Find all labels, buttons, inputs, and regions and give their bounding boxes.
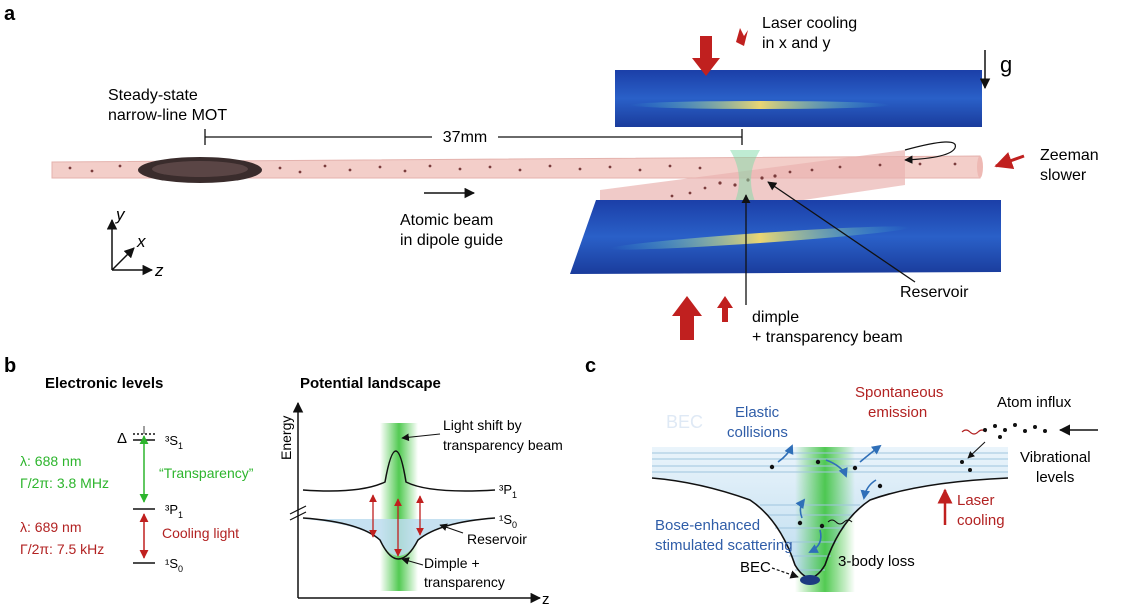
bose-line2: stimulated scattering <box>655 537 793 554</box>
reservoir-label-b: Reservoir <box>467 531 527 547</box>
red-wavelength: λ: 689 nm <box>20 519 81 535</box>
landscape-transition-arrows <box>369 494 424 557</box>
green-linewidth: Γ/2π: 3.8 MHz <box>20 475 109 491</box>
transparency-beam-band <box>380 423 418 591</box>
z-axis-label: z <box>542 591 550 608</box>
atomic-beam-line2: in dipole guide <box>400 232 503 249</box>
dimple-label-line2: transparency <box>424 574 505 590</box>
light-shift-line2: transparency beam <box>443 437 563 453</box>
panel-b: b Electronic levels Potential landscape … <box>4 355 563 608</box>
vibrational-lines <box>652 452 1008 571</box>
photon-wiggle <box>961 429 987 435</box>
laser-cooling-line1: Laser cooling <box>762 15 857 32</box>
laser-cooling-c-line2: cooling <box>957 512 1005 529</box>
zeeman-arrow <box>994 152 1025 170</box>
potential-landscape-title: Potential landscape <box>300 375 441 392</box>
bose-line1: Bose-enhanced <box>655 517 760 534</box>
influx-fall-arrow <box>967 441 986 459</box>
dimple-line1: dimple <box>752 309 799 326</box>
rotation-arrow <box>904 141 956 164</box>
level-3P1: ³P1 <box>165 502 183 520</box>
atomic-beam-line1: Atomic beam <box>400 212 493 229</box>
zeeman-line2: slower <box>1040 167 1087 184</box>
top-absorption-image <box>615 70 982 127</box>
trapped-atoms <box>769 459 883 529</box>
influx-atoms <box>960 423 1047 472</box>
axis-x-label: x <box>136 232 146 251</box>
transparency-label: “Transparency” <box>159 465 254 481</box>
panel-c-label: c <box>585 355 596 377</box>
vibrational-line2: levels <box>1036 469 1074 486</box>
atom-influx-label: Atom influx <box>997 394 1072 411</box>
level-3S1: ³S1 <box>165 433 183 451</box>
curve-1S0 <box>302 517 496 560</box>
panel-c: c BEC Elastic collisions Spontaneous emi… <box>585 355 1098 592</box>
bec-pointer <box>771 567 799 579</box>
elastic-line2: collisions <box>727 424 788 441</box>
bec-blob <box>800 575 820 585</box>
three-body-loss-label: 3-body loss <box>838 553 915 570</box>
green-wavelength: λ: 688 nm <box>20 453 81 469</box>
axis-break-1 <box>289 505 307 515</box>
distance-marker <box>204 126 743 146</box>
panel-a: a <box>4 3 1099 346</box>
axis-y-label: y <box>115 205 126 224</box>
bottom-absorption-image <box>570 200 1001 274</box>
dimple-beam <box>730 150 760 212</box>
curve-3P1-label: ³P1 <box>499 482 517 500</box>
curve-1S0-label: ¹S0 <box>499 512 517 530</box>
level-1S0: ¹S0 <box>165 556 183 574</box>
electronic-levels-title: Electronic levels <box>45 375 163 392</box>
reservoir-pointer-b <box>439 523 464 534</box>
curve-3P1 <box>302 450 496 492</box>
dimple-label-line1: Dimple + <box>424 555 480 571</box>
spontaneous-line2: emission <box>868 404 927 421</box>
vibrational-line1: Vibrational <box>1020 449 1091 466</box>
reservoir-label: Reservoir <box>900 284 969 301</box>
zeeman-line1: Zeeman <box>1040 147 1099 164</box>
light-shift-pointer <box>401 433 441 442</box>
mot-label-line2: narrow-line MOT <box>108 107 227 124</box>
laser-cooling-arrow-top <box>692 28 748 76</box>
axis-z-label: z <box>154 261 164 280</box>
red-linewidth: Γ/2π: 7.5 kHz <box>20 541 104 557</box>
atom-dots <box>68 162 957 198</box>
dimple-line2: + transparency beam <box>752 329 903 346</box>
collision-arrows <box>777 444 882 553</box>
delta-label: Δ <box>117 430 127 447</box>
panel-b-label: b <box>4 355 16 377</box>
elastic-line1: Elastic <box>735 404 780 421</box>
gravity-label: g <box>1000 52 1012 77</box>
loss-wiggle <box>827 519 853 525</box>
laser-cooling-line2: in x and y <box>762 35 830 52</box>
spontaneous-line1: Spontaneous <box>855 384 943 401</box>
bec-label: BEC <box>740 559 771 576</box>
cooling-light-label: Cooling light <box>162 525 239 541</box>
distance-label: 37mm <box>443 129 487 146</box>
bec-faint-label: BEC <box>666 412 703 432</box>
energy-axis-label: Energy <box>278 416 294 460</box>
coordinate-axes <box>106 218 154 276</box>
laser-cooling-arrow-bottom <box>672 296 733 340</box>
mot-label-line1: Steady-state <box>108 87 198 104</box>
laser-cooling-c-line1: Laser <box>957 492 995 509</box>
reservoir-pointer <box>767 181 916 283</box>
panel-a-label: a <box>4 3 16 25</box>
axis-break-2 <box>289 511 307 521</box>
dimple-pointer-b <box>401 557 424 566</box>
light-shift-line1: Light shift by <box>443 417 522 433</box>
